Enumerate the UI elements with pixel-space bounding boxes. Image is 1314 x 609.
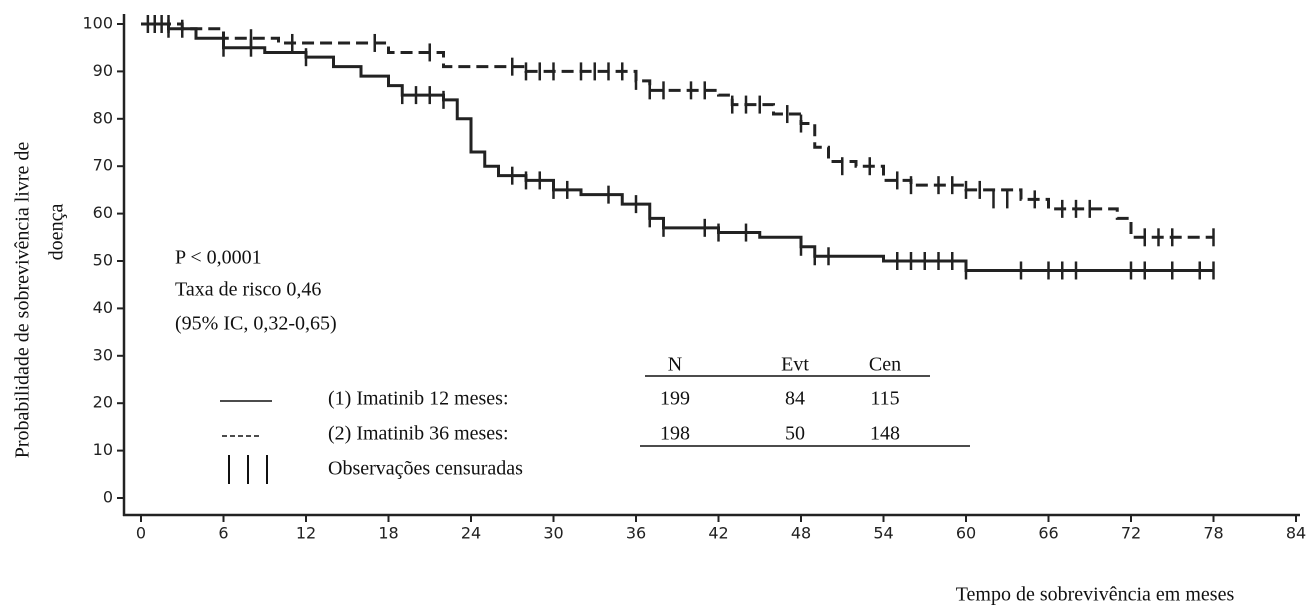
y-tick-label: 90 xyxy=(93,61,113,80)
x-tick-label: 60 xyxy=(956,524,976,543)
y-tick-label: 0 xyxy=(103,488,113,507)
legend-swatch xyxy=(228,455,268,484)
table-header: N xyxy=(668,354,682,376)
y-tick-label: 70 xyxy=(93,156,113,175)
legend-label: Observações censuradas xyxy=(328,458,523,480)
x-tick-label: 54 xyxy=(873,524,893,543)
x-tick-label: 18 xyxy=(378,524,398,543)
y-tick-label: 50 xyxy=(93,251,113,270)
survival-curve xyxy=(141,22,1214,272)
table-cell: 148 xyxy=(870,423,900,445)
y-axis-label: doença xyxy=(46,204,68,261)
x-tick-label: 84 xyxy=(1286,524,1306,543)
table-cell: 199 xyxy=(660,388,690,410)
x-tick-label: 12 xyxy=(296,524,316,543)
table-cell: 84 xyxy=(785,388,805,410)
x-tick-label: 30 xyxy=(543,524,563,543)
y-tick-label: 60 xyxy=(93,203,113,222)
annotation: (95% IC, 0,32-0,65) xyxy=(175,313,337,335)
x-tick-label: 36 xyxy=(626,524,646,543)
y-tick-label: 100 xyxy=(82,14,113,33)
y-tick-label: 30 xyxy=(93,345,113,364)
y-tick-label: 10 xyxy=(93,440,113,459)
x-tick-label: 24 xyxy=(461,524,481,543)
table-cell: 115 xyxy=(870,388,899,410)
x-tick-label: 42 xyxy=(708,524,728,543)
x-tick-label: 0 xyxy=(136,524,146,543)
y-tick-label: 80 xyxy=(93,108,113,127)
x-tick-label: 78 xyxy=(1203,524,1223,543)
x-tick-label: 66 xyxy=(1038,524,1058,543)
legend-label: (2) Imatinib 36 meses: xyxy=(328,423,509,445)
x-axis-label: Tempo de sobrevivência em meses xyxy=(956,584,1235,606)
table-header: Cen xyxy=(869,354,901,376)
legend-label: (1) Imatinib 12 meses: xyxy=(328,388,509,410)
x-tick-label: 48 xyxy=(791,524,811,543)
x-tick-label: 72 xyxy=(1121,524,1141,543)
y-tick-label: 20 xyxy=(93,393,113,412)
table-cell: 198 xyxy=(660,423,690,445)
survival-curve xyxy=(141,22,1214,239)
table-cell: 50 xyxy=(785,423,805,445)
table-header: Evt xyxy=(781,354,809,376)
annotation: P < 0,0001 xyxy=(175,247,262,269)
y-tick-label: 40 xyxy=(93,298,113,317)
y-axis-label: Probabilidade de sobrevivência livre de xyxy=(12,142,34,459)
annotation: Taxa de risco 0,46 xyxy=(175,279,321,301)
x-tick-label: 6 xyxy=(218,524,228,543)
